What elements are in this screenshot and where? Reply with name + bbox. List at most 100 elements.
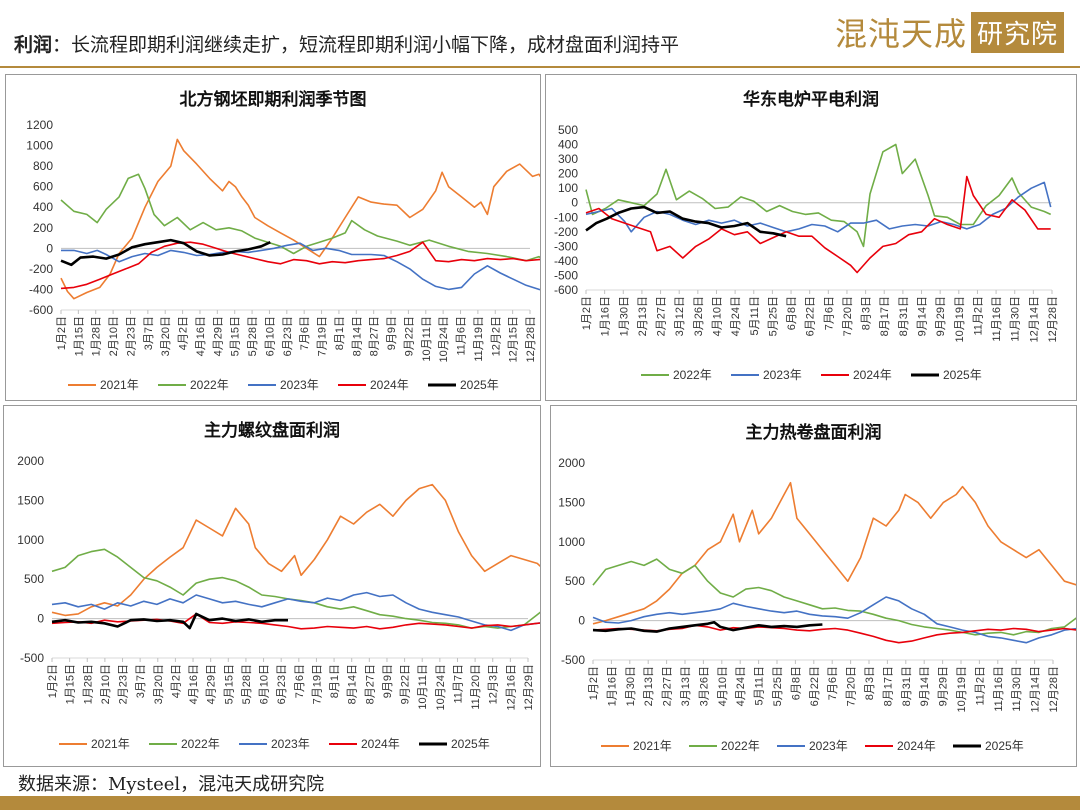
x-tick-label: 2月10日	[100, 664, 112, 704]
x-tick-label: 4月24日	[735, 666, 747, 706]
legend-label: 2023年	[271, 737, 310, 751]
header-divider	[0, 66, 1080, 68]
logo-text: 混沌天成	[834, 15, 967, 53]
x-tick-label: 4月2日	[178, 316, 190, 350]
x-tick-label: 10月24日	[435, 664, 447, 710]
x-tick-label: 9月14日	[917, 296, 929, 336]
x-tick-label: 2月27日	[656, 296, 668, 336]
x-tick-label: 11月30日	[1011, 666, 1023, 712]
y-tick-label: -600	[554, 283, 578, 297]
x-tick-label: 1月15日	[73, 316, 85, 356]
x-tick-label: 8月31日	[901, 666, 913, 706]
series-line-2025年	[585, 205, 787, 238]
legend-label: 2025年	[451, 737, 490, 751]
x-tick-label: 2月13日	[637, 296, 649, 336]
x-tick-label: 4月29日	[206, 664, 218, 704]
legend-label: 2022年	[673, 368, 712, 382]
chart-title: 华东电炉平电利润	[743, 89, 879, 110]
x-tick-label: 10月11日	[421, 316, 433, 362]
x-tick-label: 5月28日	[247, 316, 259, 356]
x-tick-label: 8月1日	[334, 316, 346, 350]
y-tick-label: 600	[33, 180, 53, 194]
x-tick-label: 7月6日	[823, 296, 835, 330]
y-tick-label: 200	[558, 167, 578, 181]
x-tick-label: 9月29日	[935, 296, 947, 336]
x-tick-label: 4月10日	[711, 296, 723, 336]
x-tick-label: 3月26日	[698, 666, 710, 706]
x-tick-label: 11月20日	[470, 664, 482, 710]
logo-box: 研究院	[970, 11, 1064, 53]
series-line-2023年	[592, 596, 1076, 644]
x-tick-label: 1月30日	[625, 666, 637, 706]
series-line-2022年	[585, 143, 1052, 248]
y-tick-label: 0	[571, 196, 578, 210]
x-tick-label: 3月20日	[153, 664, 165, 704]
series-line-2023年	[61, 242, 540, 291]
x-tick-label: 8月1日	[329, 664, 341, 698]
x-tick-label: 10月19日	[954, 296, 966, 342]
x-tick-label: 5月25日	[767, 296, 779, 336]
chart-title: 主力热卷盘面利润	[746, 422, 882, 443]
x-tick-label: 2月23日	[125, 316, 137, 356]
x-tick-label: 12月3日	[488, 664, 500, 704]
x-tick-label: 8月14日	[347, 664, 359, 704]
series-line-2021年	[51, 483, 540, 617]
legend-label: 2023年	[809, 739, 848, 753]
chart-eaf: 华东电炉平电利润-600-500-400-300-200-10001002003…	[554, 89, 1059, 382]
series-line-2024年	[592, 624, 1076, 644]
series-line-2025年	[592, 620, 823, 633]
legend-label: 2024年	[897, 739, 936, 753]
x-tick-label: 3月7日	[135, 664, 147, 698]
y-tick-label: -200	[554, 225, 578, 239]
x-tick-label: 11月16日	[993, 666, 1005, 712]
x-tick-label: 6月10日	[264, 316, 276, 356]
bottom-bar	[0, 796, 1080, 810]
y-tick-label: 300	[558, 152, 578, 166]
x-tick-label: 1月15日	[65, 664, 77, 704]
series-line-2025年	[60, 238, 271, 267]
y-tick-label: -200	[29, 262, 53, 276]
x-tick-label: 9月29日	[938, 666, 950, 706]
x-tick-label: 11月30日	[1010, 296, 1022, 342]
x-tick-label: 9月14日	[919, 666, 931, 706]
x-tick-label: 7月20日	[842, 296, 854, 336]
x-tick-label: 5月15日	[223, 664, 235, 704]
x-tick-label: 5月25日	[772, 666, 784, 706]
x-tick-label: 3月20日	[160, 316, 172, 356]
x-tick-label: 2月10日	[108, 316, 120, 356]
x-tick-label: 11月2日	[974, 666, 986, 706]
legend-label: 2024年	[361, 737, 400, 751]
x-tick-label: 6月23日	[282, 316, 294, 356]
x-tick-label: 7月20日	[846, 666, 858, 706]
chart-steel-billet: 北方钢坯即期利润季节图 -600 -400 -200 0 200 400 600 800 1000…	[26, 89, 540, 392]
x-tick-label: 2月23日	[118, 664, 130, 704]
y-tick-label: -500	[554, 268, 578, 282]
y-tick-label: 0	[578, 614, 585, 628]
x-tick-label: 9月9日	[382, 664, 394, 698]
x-tick-label: 2月27日	[662, 666, 674, 706]
x-tick-label: 4月29日	[212, 316, 224, 356]
x-tick-label: 11月6日	[456, 316, 468, 356]
x-tick-label: 6月22日	[805, 296, 817, 336]
legend-label: 2025年	[943, 368, 982, 382]
x-tick-label: 10月19日	[956, 666, 968, 712]
legend-label: 2025年	[460, 378, 499, 392]
chart-hrc: 主力热卷盘面利润 -500 0 500 1000 1500 2000 1月2日 1月16日 1月3…	[558, 422, 1076, 753]
x-tick-label: 7月6日	[294, 664, 306, 698]
logo: 混沌天成 研究院	[834, 11, 1064, 53]
data-source: 数据来源：Mysteel，混沌天成研究院	[18, 774, 325, 795]
legend-label: 2023年	[280, 378, 319, 392]
legend-label: 2022年	[181, 737, 220, 751]
legend-label: 2024年	[370, 378, 409, 392]
chart-title: 主力螺纹盘面利润	[204, 420, 340, 441]
y-tick-label: 1000	[17, 533, 44, 547]
x-tick-label: 2月13日	[643, 666, 655, 706]
x-tick-label: 6月8日	[790, 666, 802, 700]
x-tick-label: 8月17日	[879, 296, 891, 336]
y-tick-label: 1500	[558, 495, 585, 509]
x-tick-label: 5月15日	[230, 316, 242, 356]
x-tick-label: 8月3日	[864, 666, 876, 700]
legend-label: 2025年	[985, 739, 1024, 753]
x-tick-label: 12月28日	[1048, 666, 1060, 712]
x-tick-label: 11月16日	[991, 296, 1003, 342]
